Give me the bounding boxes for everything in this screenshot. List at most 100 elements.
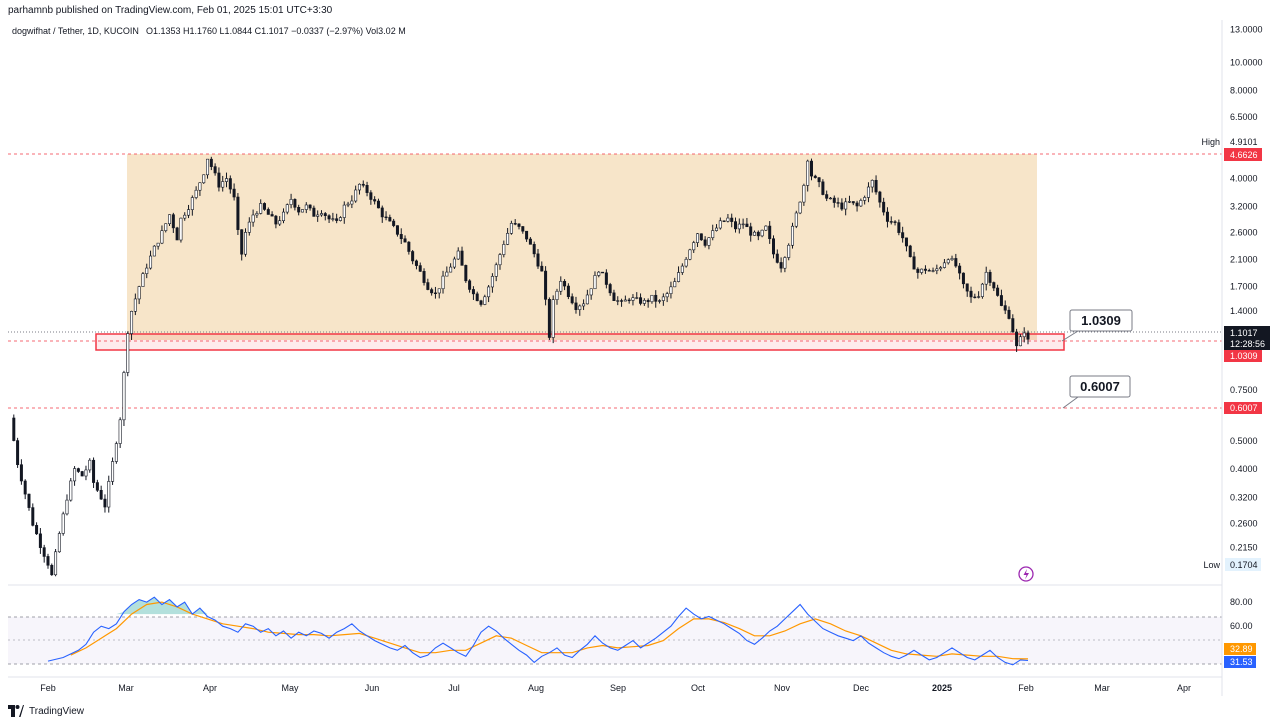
candle-body (809, 160, 813, 177)
time-axis[interactable]: Feb Mar Apr May Jun Jul Aug Sep Oct Nov Dec 2025 Feb… (8, 676, 1222, 693)
candle (988, 269, 992, 286)
candle (414, 259, 418, 270)
candle (319, 210, 323, 217)
candle (912, 251, 916, 270)
candle-body (771, 238, 775, 255)
candle (335, 213, 339, 224)
candle-body (445, 271, 449, 277)
callout-1.0309[interactable]: 1.0309 (1061, 309, 1133, 342)
candle-body (475, 293, 479, 302)
candle-body (787, 244, 791, 258)
candle-body (627, 299, 631, 302)
candle-body (654, 294, 658, 302)
candle (187, 204, 191, 219)
candle-body (904, 237, 908, 247)
candle (954, 253, 958, 268)
candle-body (80, 471, 84, 477)
candle (293, 198, 297, 211)
price-pane[interactable] (8, 153, 1222, 577)
candle (441, 270, 445, 294)
candle-body (730, 217, 734, 222)
candle (494, 262, 498, 282)
candle (692, 240, 696, 253)
candle (885, 207, 889, 228)
candle-body (198, 182, 202, 191)
candle (464, 264, 468, 283)
candle (312, 205, 316, 217)
candle (31, 503, 35, 527)
rsi-tick-label: 60.00 (1230, 621, 1253, 631)
candle-body (266, 209, 270, 215)
candle (745, 217, 749, 228)
candle-body (19, 464, 23, 482)
candle (88, 458, 92, 473)
candle (437, 288, 441, 299)
candle-body (316, 214, 320, 217)
candle-body (866, 186, 870, 198)
candle-body (882, 201, 886, 213)
candle (844, 197, 848, 216)
candle-body (847, 201, 851, 203)
candle (418, 262, 422, 272)
candle-body (194, 189, 198, 198)
candle-body (775, 253, 779, 263)
candle (171, 212, 175, 233)
candle (980, 282, 984, 299)
candle (407, 241, 411, 255)
callout-0.6007[interactable]: 0.6007 (1062, 375, 1131, 409)
candle-body (240, 229, 244, 255)
candle (525, 230, 529, 242)
candle (281, 208, 285, 224)
candle-body (996, 287, 1000, 296)
candle (236, 193, 240, 236)
candle-body (912, 256, 916, 270)
candle-body (513, 223, 517, 225)
candle (380, 205, 384, 223)
candle (623, 295, 627, 302)
candle-body (251, 214, 255, 223)
candle-body (384, 216, 388, 219)
price-axis[interactable]: 13.0000 10.0000 8.0000 6.5000 4.0000 3.2000 2.… (1201, 20, 1270, 696)
candle-body (532, 244, 536, 255)
range-box (127, 154, 1037, 340)
candle-body (870, 179, 874, 188)
candle (1018, 334, 1022, 347)
alert-icon[interactable] (1018, 566, 1034, 582)
callout-box (1069, 309, 1133, 332)
candle-body (840, 202, 844, 210)
candle-body (525, 230, 529, 240)
candle-body (304, 204, 308, 210)
candle-body (361, 183, 365, 186)
candle (874, 175, 878, 195)
publish-info: parhamnb published on TradingView.com, F… (8, 5, 333, 16)
candle-body (35, 525, 39, 535)
candle (331, 212, 335, 222)
candle (578, 304, 582, 316)
candle-body (247, 221, 251, 233)
candle-body (942, 262, 946, 268)
candle-body (874, 179, 878, 193)
candle (1011, 314, 1015, 333)
footer[interactable]: TradingView (8, 702, 84, 720)
candle (866, 182, 870, 203)
time-tick-label: Jun (365, 683, 380, 693)
ohlc-line: O1.1353 H1.1760 L1.0844 C1.1017 −0.0337 … (146, 26, 406, 36)
candle-body (1003, 305, 1007, 311)
candle-body (954, 258, 958, 267)
rsi-pane[interactable] (8, 596, 1222, 666)
candle-body (1011, 318, 1015, 333)
support-zone[interactable] (95, 333, 1065, 351)
candle (376, 198, 380, 209)
candle-body (346, 203, 350, 206)
candle (597, 271, 601, 278)
candle (61, 511, 65, 536)
candle (996, 284, 1000, 297)
price-ticks: 13.0000 10.0000 8.0000 6.5000 4.0000 3.2000 2.… (1230, 24, 1263, 552)
candle-body (684, 258, 688, 267)
candle (19, 459, 23, 485)
candle-body (661, 296, 665, 301)
candle-body (578, 305, 582, 310)
candle (722, 220, 726, 223)
candle (445, 266, 449, 277)
